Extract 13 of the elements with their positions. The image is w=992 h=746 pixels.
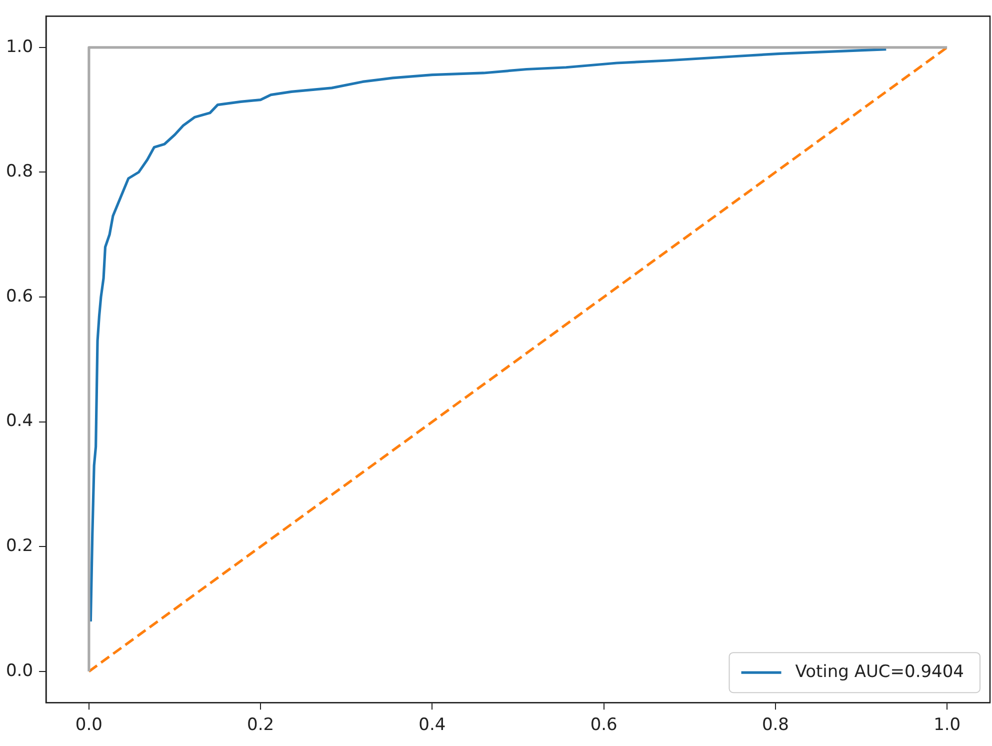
x-tick-label: 1.0 bbox=[934, 715, 961, 736]
x-tick-label: 0.6 bbox=[590, 715, 618, 736]
y-tick-label: 0.4 bbox=[6, 411, 34, 432]
y-tick-label: 0.0 bbox=[6, 660, 34, 681]
y-tick-label: 1.0 bbox=[6, 36, 34, 57]
y-tick-label: 0.8 bbox=[6, 162, 34, 182]
y-tick-label: 0.6 bbox=[6, 286, 34, 306]
x-tick-label: 0.0 bbox=[75, 715, 102, 736]
y-tick-label: 0.2 bbox=[6, 536, 34, 556]
x-tick-label: 0.4 bbox=[418, 715, 446, 736]
legend-label: Voting AUC=0.9404 bbox=[795, 662, 964, 682]
x-tick-label: 0.2 bbox=[247, 715, 274, 736]
x-tick-label: 0.8 bbox=[762, 715, 789, 736]
